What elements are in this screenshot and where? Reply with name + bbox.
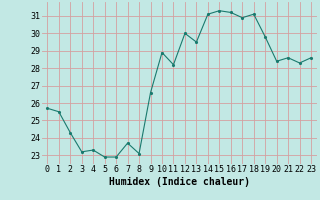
- X-axis label: Humidex (Indice chaleur): Humidex (Indice chaleur): [109, 177, 250, 187]
